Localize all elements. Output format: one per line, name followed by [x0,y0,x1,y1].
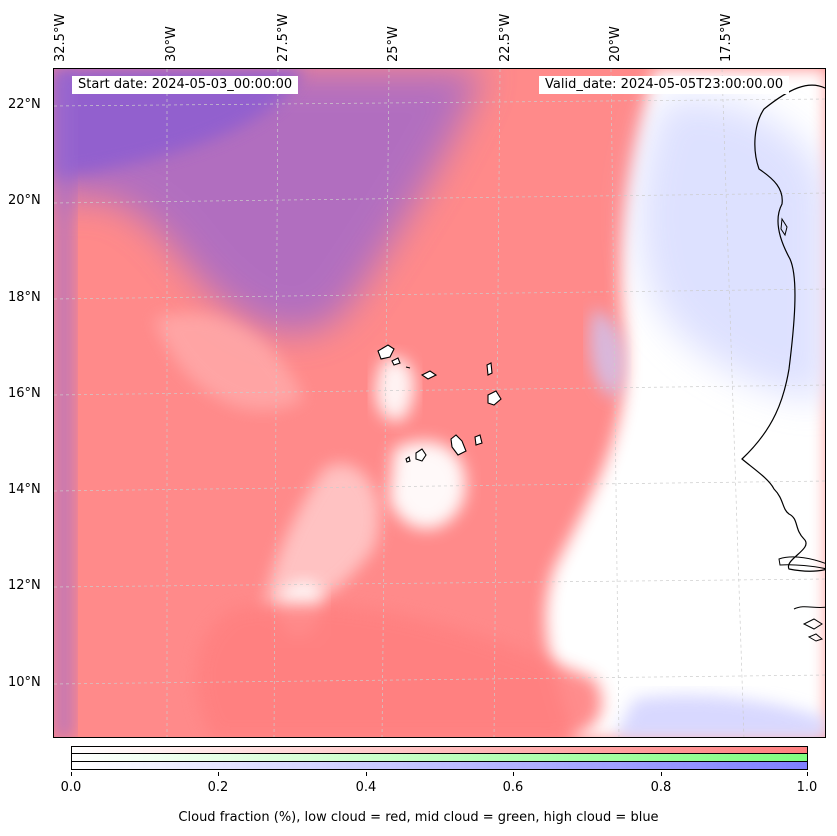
lon-label-22-5w: 22.5°W [498,13,513,62]
map-canvas [54,69,825,737]
colorbar-tickmark [661,772,662,776]
colorbar-high-cloud [71,762,808,770]
african-coastline [741,84,825,572]
lat-label-20n: 20°N [8,193,41,208]
colorbar-low-cloud [71,746,808,754]
graticule [54,69,825,737]
colorbar-tick-4: 0.8 [650,780,672,795]
lat-label-12n: 12°N [8,578,41,593]
colorbar-tickmark [366,772,367,776]
valid-date-label: Valid_date: 2024-05-05T23:00:00.00 [539,76,790,94]
cape-verde-islands [377,344,502,463]
colorbar-title: Cloud fraction (%), low cloud = red, mid… [178,810,659,825]
colorbar-mid-cloud [71,754,808,762]
colorbar-tickmark [513,772,514,776]
colorbar-tick-2: 0.4 [355,780,377,795]
lon-label-25w: 25°W [386,26,401,62]
lon-label-20w: 20°W [608,26,623,62]
colorbar-tick-0: 0.0 [60,780,82,795]
lon-label-17-5w: 17.5°W [719,13,734,62]
lat-label-14n: 14°N [8,482,41,497]
lat-label-18n: 18°N [8,290,41,305]
colorbar-tickmark [71,772,72,776]
lat-label-10n: 10°N [8,675,41,690]
colorbar-tick-1: 0.2 [207,780,229,795]
colorbar-tick-3: 0.6 [502,780,524,795]
lon-label-30w: 30°W [164,26,179,62]
lat-label-22n: 22°N [8,97,41,112]
high-cloud-east [638,97,825,399]
lon-label-32-5w: 32.5°W [53,13,68,62]
lon-label-27-5w: 27.5°W [276,13,291,62]
colorbar-tickmark [218,772,219,776]
colorbar-tick-5: 1.0 [796,780,818,795]
start-date-label: Start date: 2024-05-03_00:00:00 [72,76,299,94]
colorbar [71,746,808,772]
lat-label-16n: 16°N [8,386,41,401]
cloud-fraction-map[interactable] [53,68,826,738]
colorbar-tickmark [807,772,808,776]
